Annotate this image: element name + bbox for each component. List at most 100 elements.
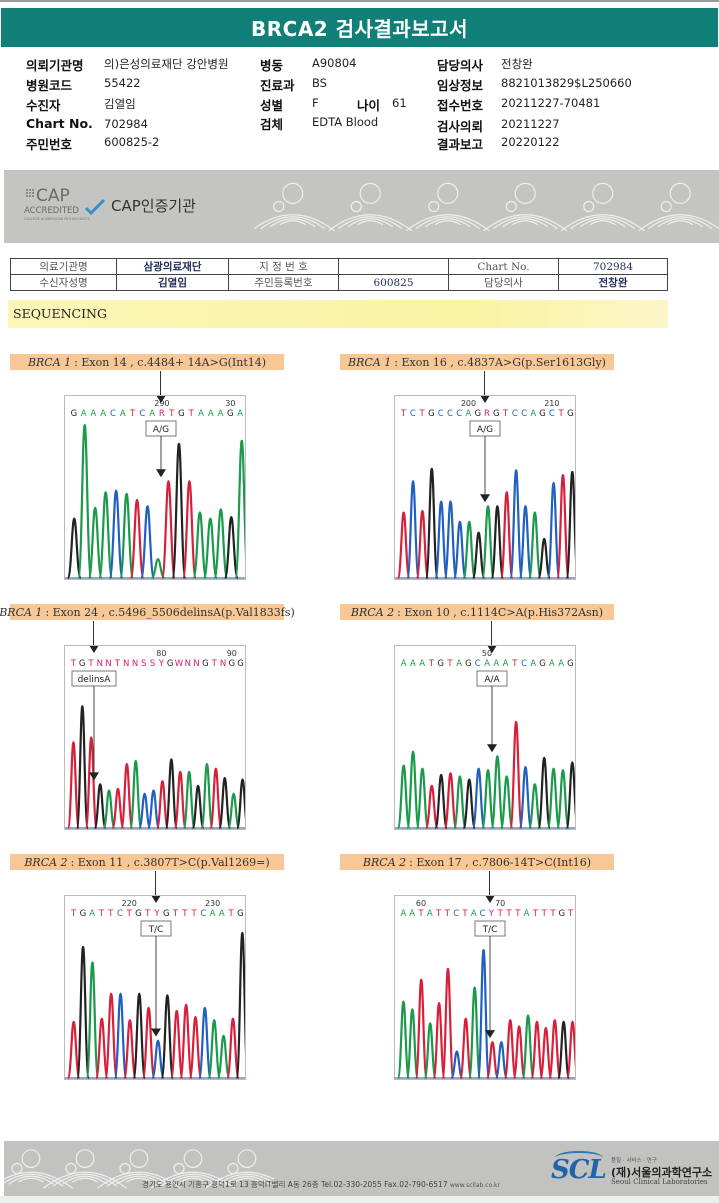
arrow-down-icon (485, 896, 495, 903)
position-tick: 60 (416, 899, 426, 908)
value-hospital-code: 55422 (104, 76, 141, 90)
trace-peak (111, 787, 125, 829)
label-request-date: 검사의뢰 (437, 119, 484, 134)
base-call: R (159, 409, 165, 419)
base-call: G (202, 659, 209, 669)
base-call: G (178, 409, 185, 419)
position-tick: 70 (495, 899, 505, 908)
base-call: N (193, 659, 199, 669)
trace-peak (76, 945, 90, 1079)
wave-pattern-decoration (254, 182, 719, 232)
trace-peak (202, 517, 218, 579)
wave-curve (357, 220, 384, 226)
value-clinical-info: 8821013829$L250660 (501, 76, 632, 90)
trace-peak (546, 767, 561, 829)
base-call: A (409, 909, 415, 919)
base-call: A (400, 909, 406, 919)
wave-curve (512, 220, 539, 226)
value-specimen: EDTA Blood (312, 115, 379, 129)
value-request-date: 20211227 (501, 117, 560, 131)
section-title: SEQUENCING (13, 306, 107, 321)
label-chart-no: Chart No. (26, 116, 93, 131)
trace-peak (155, 780, 170, 829)
label-department: 진료과 (260, 78, 295, 93)
base-call: A (558, 659, 564, 669)
chromatogram: 60 70 A A T A T T C T A C Y T T T A T T T G T T/C (394, 895, 576, 1080)
checkmark-icon (84, 198, 106, 216)
trace-peak (129, 498, 145, 579)
trace-peak (139, 505, 156, 579)
cell-chart-value: 702984 (558, 258, 668, 275)
gene-name: BRCA 2 (362, 855, 407, 869)
gene-name: BRCA 1 (0, 605, 43, 619)
base-call: T (168, 409, 175, 419)
base-call: Y (488, 909, 495, 919)
trace-peak (192, 511, 208, 579)
trace-peak (87, 506, 103, 579)
identification-table: 의료기관명 삼광의료재단 지 정 번 호 Chart No. 702984 수신… (10, 258, 668, 291)
base-call: A (493, 659, 499, 669)
trace-peak (434, 773, 449, 829)
wave-curve (8, 1175, 54, 1185)
base-call: G (539, 409, 546, 419)
scl-logo: SCL (549, 1151, 607, 1189)
base-call: Y (153, 909, 160, 919)
base-call: G (163, 909, 170, 919)
cloud-swirl (65, 1162, 77, 1175)
base-call: A (91, 409, 97, 419)
arrow-down-icon (480, 396, 490, 403)
base-call: A (471, 909, 477, 919)
arrow-down-icon (156, 469, 166, 478)
wave-curve (279, 220, 306, 226)
arrow-down-icon (151, 1028, 161, 1037)
website-link[interactable]: www.scllab.co.kr (449, 1182, 500, 1189)
trace-peak (218, 776, 232, 829)
trace-peak (75, 705, 89, 829)
trace-peak (227, 792, 241, 829)
wave-curve (270, 218, 316, 228)
arrow-down-icon (89, 646, 99, 653)
base-call: T (188, 409, 195, 419)
trace-peak (66, 741, 81, 829)
trace-peak (85, 961, 100, 1079)
base-call: G (71, 409, 78, 419)
label-physician: 담당의사 (437, 58, 484, 73)
trace-peak (481, 505, 495, 579)
position-tick: 30 (225, 399, 235, 408)
base-call: G (567, 659, 574, 669)
trace-peak (450, 1050, 464, 1079)
table-row: 수신자성명 김열임 주민등록번호 600825 담당의사 전창완 (10, 274, 668, 291)
arrow-down-icon (485, 1030, 495, 1039)
trace-peak (396, 1000, 411, 1079)
arrow-down-icon (89, 772, 99, 781)
trace-peak (512, 1025, 526, 1079)
cloud-swirl (183, 1149, 203, 1169)
footer-band: 경기도 용인시 기흥구 흥덕1로 13 흥덕IT밸리 A동 26층 Tel.02… (4, 1141, 719, 1196)
trace-peak (150, 558, 166, 579)
trace-peak (191, 784, 205, 829)
trace-peak (98, 491, 114, 579)
trace-peak (537, 537, 552, 579)
wave-pattern-decoration (4, 1149, 274, 1189)
pointer-line (484, 371, 485, 395)
cloud-swirl (227, 1162, 239, 1175)
trace-peak (181, 480, 197, 579)
base-call: T (417, 909, 424, 919)
trace-peak (556, 769, 570, 829)
wave-curve (17, 1177, 45, 1183)
trace-peak (518, 505, 533, 579)
trace-peak (424, 467, 439, 579)
label-hospital-code: 병원코드 (26, 78, 73, 93)
wave-curve (667, 220, 694, 226)
wave-curve (434, 220, 461, 226)
base-call: C (521, 659, 527, 669)
trace-peak (490, 505, 505, 579)
base-call: T (98, 909, 105, 919)
cloud-swirl (359, 182, 381, 204)
cell-designation-value (338, 258, 449, 275)
gene-name: BRCA 2 (24, 855, 68, 869)
cloud-swirl (505, 200, 517, 213)
trace-peak (556, 473, 570, 579)
wave-curve (347, 218, 393, 228)
trace-peak (432, 1002, 446, 1079)
